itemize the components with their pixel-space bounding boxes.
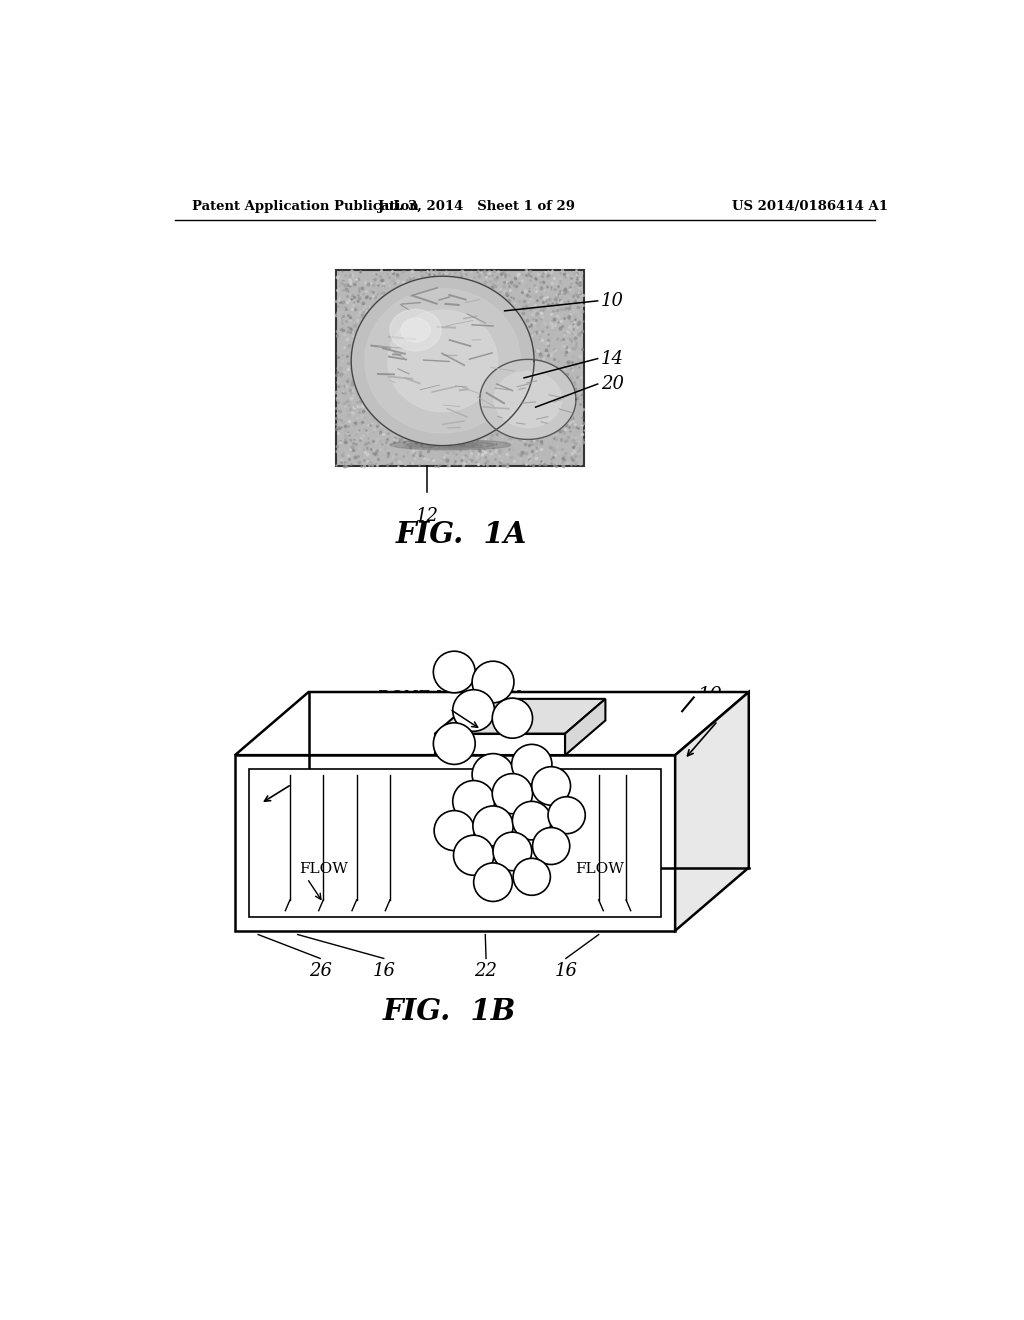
Circle shape <box>512 744 552 784</box>
Polygon shape <box>565 698 605 755</box>
Text: 14: 14 <box>601 350 624 367</box>
Text: FIG.  1B: FIG. 1B <box>383 997 516 1026</box>
Text: 24: 24 <box>722 708 744 726</box>
Circle shape <box>513 858 550 895</box>
Polygon shape <box>675 692 749 931</box>
Text: BONE MARROW: BONE MARROW <box>378 689 521 706</box>
Polygon shape <box>495 371 561 428</box>
Bar <box>336 271 584 466</box>
Circle shape <box>434 810 474 850</box>
Circle shape <box>493 698 532 738</box>
Circle shape <box>493 774 532 813</box>
Circle shape <box>433 723 475 764</box>
Text: 22: 22 <box>474 962 498 979</box>
Text: 26: 26 <box>308 962 332 979</box>
Circle shape <box>433 651 475 693</box>
Polygon shape <box>435 734 565 755</box>
Polygon shape <box>351 276 535 446</box>
Text: 16: 16 <box>373 962 395 979</box>
Circle shape <box>493 832 531 871</box>
Circle shape <box>531 767 570 805</box>
Circle shape <box>472 754 514 795</box>
Text: 12: 12 <box>416 507 438 525</box>
Text: US 2014/0186414 A1: US 2014/0186414 A1 <box>732 199 888 213</box>
Circle shape <box>474 863 512 902</box>
Bar <box>249 770 662 917</box>
Circle shape <box>473 807 513 846</box>
Polygon shape <box>390 309 441 351</box>
Circle shape <box>472 661 514 702</box>
Circle shape <box>532 828 569 865</box>
Text: 20: 20 <box>601 375 624 393</box>
Polygon shape <box>407 441 495 449</box>
Text: Jul. 3, 2014   Sheet 1 of 29: Jul. 3, 2014 Sheet 1 of 29 <box>378 199 575 213</box>
Text: FIG.  1A: FIG. 1A <box>395 520 527 549</box>
Circle shape <box>453 689 495 731</box>
Text: FLOW: FLOW <box>575 862 624 876</box>
Text: FLOW: FLOW <box>299 862 348 876</box>
Circle shape <box>453 780 495 822</box>
Text: 10: 10 <box>601 292 624 310</box>
Text: 10: 10 <box>697 686 722 704</box>
Polygon shape <box>234 755 675 931</box>
Text: Patent Application Publication: Patent Application Publication <box>191 199 418 213</box>
Polygon shape <box>234 692 749 755</box>
Circle shape <box>548 797 586 834</box>
Circle shape <box>454 836 494 875</box>
Polygon shape <box>435 698 605 734</box>
Circle shape <box>512 801 551 840</box>
Polygon shape <box>423 442 478 447</box>
Text: 16: 16 <box>554 962 578 979</box>
Polygon shape <box>480 359 575 440</box>
Polygon shape <box>388 310 498 412</box>
Polygon shape <box>400 318 430 342</box>
Polygon shape <box>365 289 520 433</box>
Polygon shape <box>390 440 511 450</box>
